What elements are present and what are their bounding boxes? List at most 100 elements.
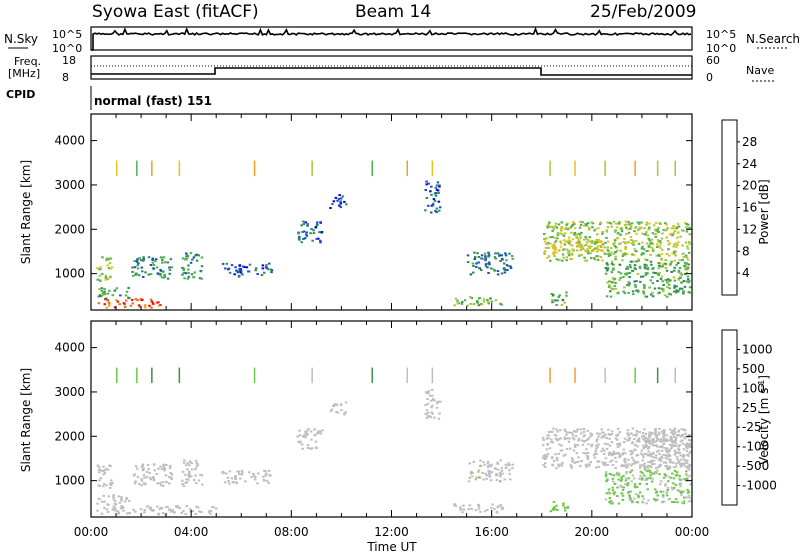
echo-cell	[577, 456, 580, 459]
echo-cell	[687, 464, 690, 467]
echo-cell	[684, 432, 687, 435]
echo-cell	[658, 262, 662, 265]
echo-cell	[607, 488, 611, 491]
echo-cell	[166, 277, 170, 280]
echo-cell	[657, 459, 661, 462]
echo-cell	[556, 234, 560, 237]
echo-cell	[549, 242, 552, 245]
echo-cell	[170, 473, 174, 476]
echo-cell	[610, 430, 614, 433]
echo-cell	[638, 222, 641, 225]
echo-cell	[633, 266, 636, 269]
echo-cell	[647, 461, 650, 464]
echo-cell	[672, 432, 676, 435]
echo-cell	[667, 453, 671, 456]
echo-cell	[128, 512, 132, 515]
echo-cell	[160, 256, 163, 259]
echo-cell	[640, 247, 644, 250]
echo-cell	[658, 445, 662, 448]
echo-cell	[606, 221, 609, 224]
echo-cell	[676, 225, 679, 228]
echo-cell	[165, 506, 168, 509]
echo-cell	[687, 500, 691, 503]
echo-cell	[579, 460, 583, 463]
echo-cell	[109, 275, 112, 278]
echo-streak	[116, 367, 118, 384]
echo-cell	[122, 506, 125, 509]
echo-cell	[638, 491, 642, 494]
echo-cell	[605, 437, 609, 440]
echo-cell	[321, 429, 324, 432]
echo-cell	[678, 267, 682, 269]
echo-cell	[618, 242, 621, 245]
echo-cell	[656, 437, 659, 440]
echo-cell	[655, 254, 659, 257]
echo-cell	[638, 226, 642, 229]
echo-cell	[141, 270, 144, 273]
echo-cell	[424, 189, 427, 191]
echo-cell	[488, 475, 492, 478]
echo-cell	[181, 479, 184, 482]
echo-cell	[221, 470, 225, 473]
echo-cell	[625, 470, 628, 473]
echo-cell	[154, 260, 157, 263]
echo-cell	[112, 498, 116, 501]
echo-cell	[106, 468, 110, 471]
echo-cell	[608, 222, 612, 224]
echo-cell	[646, 268, 650, 271]
echo-cell	[625, 226, 628, 229]
echo-cell	[616, 452, 619, 454]
echo-cell	[230, 477, 233, 480]
echo-cell	[180, 511, 183, 514]
echo-cell	[669, 476, 673, 479]
echo-cell	[580, 231, 583, 234]
echo-cell	[658, 457, 661, 460]
echo-cell	[626, 265, 629, 268]
echo-cell	[151, 261, 155, 264]
echo-cell	[602, 463, 605, 466]
echo-cell	[682, 292, 685, 295]
echo-cell	[149, 264, 153, 266]
echo-cell	[661, 496, 665, 498]
echo-cell	[655, 498, 658, 501]
echo-cell	[587, 245, 590, 248]
echo-cell	[187, 268, 190, 271]
echo-cell	[612, 263, 615, 266]
echo-cell	[137, 262, 140, 265]
echo-cell	[605, 230, 608, 233]
echo-cell	[302, 435, 306, 438]
echo-cell	[570, 252, 574, 255]
echo-cell	[596, 438, 599, 441]
echo-cell	[614, 287, 617, 290]
echo-cell	[430, 211, 433, 214]
echo-cell	[651, 249, 655, 252]
echo-cell	[671, 429, 674, 432]
echo-cell	[627, 281, 630, 284]
echo-cell	[310, 228, 313, 230]
echo-cell	[577, 240, 580, 243]
echo-cell	[682, 490, 685, 493]
echo-cell	[623, 292, 627, 295]
echo-cell	[124, 306, 127, 309]
velocity-colorbar-tick-label: -500	[742, 459, 769, 473]
echo-cell	[555, 226, 559, 229]
echo-cell	[477, 304, 481, 307]
echo-cell	[488, 261, 491, 264]
nsky-panel	[90, 26, 693, 51]
echo-cell	[298, 235, 301, 238]
echo-cell	[644, 479, 647, 482]
echo-cell	[687, 278, 690, 281]
echo-cell	[689, 439, 692, 442]
echo-cell	[143, 509, 147, 512]
echo-cell	[344, 411, 347, 414]
echo-cell	[602, 431, 605, 434]
echo-cell	[645, 221, 649, 224]
echo-cell	[674, 498, 678, 501]
echo-cell	[172, 511, 176, 514]
echo-cell	[194, 474, 197, 477]
echo-cell	[643, 468, 647, 471]
echo-cell	[658, 453, 661, 456]
echo-cell	[98, 268, 101, 271]
echo-cell	[153, 469, 157, 472]
echo-cell	[182, 267, 185, 270]
